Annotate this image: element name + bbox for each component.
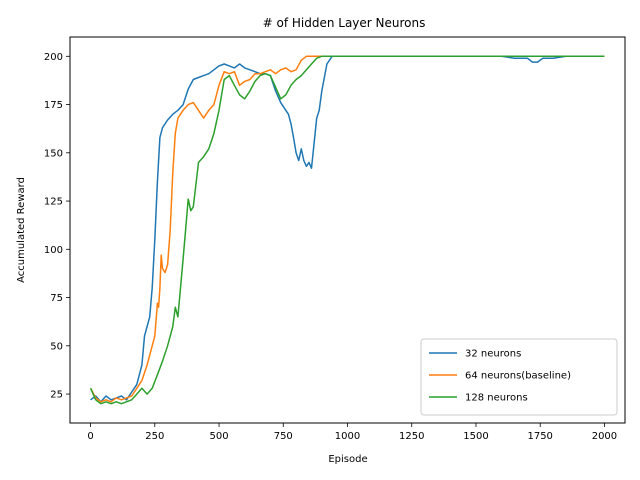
y-tick-label: 125 — [44, 197, 63, 208]
y-tick-label: 50 — [50, 341, 63, 352]
y-tick-label: 175 — [44, 100, 63, 111]
x-tick-label: 0 — [87, 431, 93, 442]
series-line-1 — [89, 55, 605, 403]
x-tick-label: 1250 — [399, 431, 424, 442]
legend-box — [420, 338, 618, 416]
y-tick-label: 150 — [44, 148, 63, 159]
legend-entry: 32 neurons — [465, 349, 521, 360]
legend: 32 neurons 64 neurons(baseline) 128 neuron… — [420, 338, 618, 416]
legend-entry: 128 neurons — [465, 393, 528, 404]
y-tick-label: 100 — [44, 245, 63, 256]
y-tick-label: 75 — [50, 293, 63, 304]
y-axis: 25 50 75 100 125 150 175 200 — [44, 52, 70, 401]
x-tick-label: 250 — [145, 431, 164, 442]
y-tick-label: 200 — [44, 52, 63, 63]
x-tick-label: 1750 — [527, 431, 552, 442]
x-tick-label: 750 — [274, 431, 293, 442]
x-tick-label: 2000 — [592, 431, 617, 442]
plot-lines — [89, 55, 605, 405]
y-axis-title: Accumulated Reward — [16, 177, 27, 283]
legend-entry: 64 neurons(baseline) — [465, 371, 571, 382]
x-axis-title: Episode — [328, 454, 367, 465]
x-tick-label: 500 — [209, 431, 228, 442]
y-tick-label: 25 — [50, 390, 63, 401]
x-tick-label: 1500 — [463, 431, 488, 442]
series-line-2 — [89, 55, 605, 405]
x-tick-label: 1000 — [335, 431, 360, 442]
chart-title: # of Hidden Layer Neurons — [263, 16, 426, 30]
x-axis: 0 250 500 750 1000 1250 1500 1750 2000 — [87, 423, 617, 442]
